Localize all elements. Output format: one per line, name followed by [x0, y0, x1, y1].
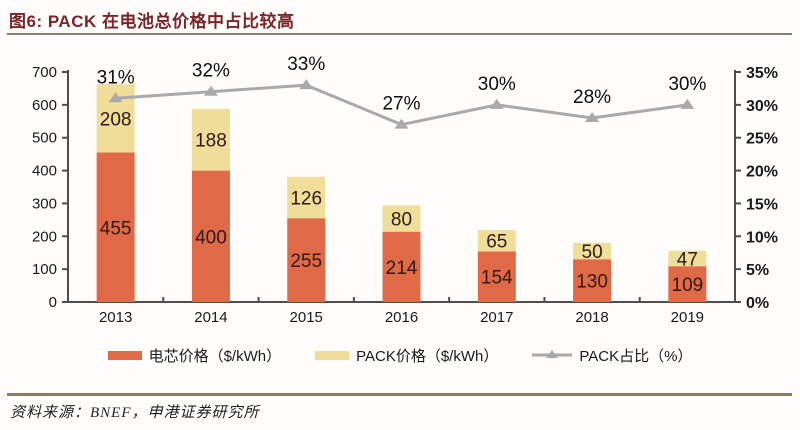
- combo-chart: 0 100 200 300 400 500 600 700 0% 5% 10% 15% 20% 25% 30…: [32, 54, 778, 326]
- line-marker-2018: [585, 112, 600, 122]
- x-label-2018: 2018: [575, 309, 608, 326]
- bar-pack-2015: [287, 176, 326, 219]
- bar-cell-2018: [573, 259, 612, 302]
- bar-cell-2019: [668, 266, 707, 302]
- pct-label-2017: 30%: [478, 74, 516, 95]
- legend-label-pack-ratio: PACK占比（%）: [579, 347, 693, 365]
- right-tick-label: 15%: [746, 196, 778, 213]
- line-marker-2016: [394, 118, 409, 129]
- bar-cell-2017: [477, 251, 516, 302]
- pack-price-swatch: [315, 350, 350, 360]
- left-tick-label: 500: [32, 130, 57, 147]
- line-marker-2015: [299, 79, 314, 90]
- pack-ratio-line-marker-icon: [532, 350, 573, 358]
- source-note: 资料来源：BNEF，申港证券研究所: [10, 405, 260, 421]
- bar-cell-2016: [382, 231, 421, 302]
- bar-pack-2014: [191, 108, 230, 171]
- legend-label-cell-price: 电芯价格（$/kWh）: [148, 347, 282, 365]
- line-marker-2017: [489, 98, 504, 109]
- bar-pack-2017: [477, 230, 516, 252]
- bar-label-cell-2018: 130: [576, 272, 608, 293]
- x-label-2017: 2017: [480, 309, 513, 326]
- pct-label-2014: 32%: [192, 61, 230, 82]
- x-label-2016: 2016: [385, 309, 418, 326]
- bar-label-pack-2017: 65: [486, 232, 507, 253]
- right-tick-label: 25%: [746, 131, 778, 148]
- left-tick-label: 600: [32, 97, 57, 114]
- footer-divider: [7, 393, 792, 396]
- bar-cell-2013: [96, 152, 135, 302]
- bar-label-pack-2013: 208: [100, 109, 132, 130]
- bar-label-cell-2015: 255: [290, 251, 322, 272]
- pct-label-2015: 33%: [287, 54, 325, 75]
- right-tick-label: 30%: [746, 98, 778, 115]
- legend-item-pack-price: PACK价格（$/kWh）: [315, 345, 498, 366]
- right-tick-label: 10%: [746, 229, 778, 246]
- pct-label-2018: 28%: [573, 87, 611, 108]
- bar-pack-2016: [382, 205, 421, 232]
- pct-label-2013: 31%: [97, 67, 135, 88]
- left-tick-label: 0: [49, 294, 57, 311]
- bar-label-cell-2013: 455: [100, 218, 132, 239]
- bar-label-pack-2019: 47: [677, 249, 698, 270]
- right-tick-label: 20%: [746, 164, 778, 181]
- left-tick-label: 300: [32, 195, 57, 212]
- right-tick-label: 5%: [746, 262, 769, 279]
- line-marker-2013: [108, 92, 123, 103]
- legend-item-pack-ratio: PACK占比（%）: [532, 345, 692, 366]
- right-tick-label: 0%: [746, 295, 769, 312]
- left-tick-label: 400: [32, 163, 57, 180]
- title-divider: [7, 33, 792, 35]
- legend-label-pack-price: PACK价格（$/kWh）: [356, 347, 499, 365]
- bar-cell-2015: [287, 218, 326, 302]
- right-tick-label: 35%: [746, 65, 778, 82]
- left-tick-label: 100: [32, 261, 57, 278]
- bar-cell-2014: [191, 170, 230, 302]
- line-marker-2014: [203, 85, 218, 96]
- chart-legend: 电芯价格（$/kWh） PACK价格（$/kWh） PACK占比（%）: [0, 344, 800, 366]
- bar-label-pack-2018: 50: [582, 242, 603, 263]
- bar-label-pack-2015: 126: [290, 189, 322, 210]
- x-label-2013: 2013: [99, 309, 132, 326]
- bar-label-cell-2019: 109: [672, 275, 704, 296]
- bar-label-cell-2014: 400: [195, 227, 227, 248]
- cell-price-swatch: [107, 350, 142, 360]
- pct-label-2016: 27%: [382, 94, 420, 115]
- bar-label-pack-2016: 80: [391, 210, 412, 231]
- x-label-2014: 2014: [194, 309, 227, 326]
- bar-label-cell-2017: 154: [481, 268, 513, 289]
- bar-label-cell-2016: 214: [386, 258, 418, 279]
- x-label-2015: 2015: [290, 309, 323, 326]
- figure-title: 图6: PACK 在电池总价格中占比较高: [9, 12, 295, 31]
- left-tick-label: 700: [32, 64, 57, 81]
- bar-pack-2018: [573, 242, 612, 260]
- bar-pack-2019: [668, 250, 707, 267]
- bar-label-pack-2014: 188: [195, 131, 227, 152]
- legend-item-cell-price: 电芯价格（$/kWh）: [107, 345, 282, 366]
- left-tick-label: 200: [32, 228, 57, 245]
- pct-label-2019: 30%: [668, 74, 706, 95]
- x-label-2019: 2019: [671, 309, 704, 326]
- line-marker-2019: [680, 98, 695, 109]
